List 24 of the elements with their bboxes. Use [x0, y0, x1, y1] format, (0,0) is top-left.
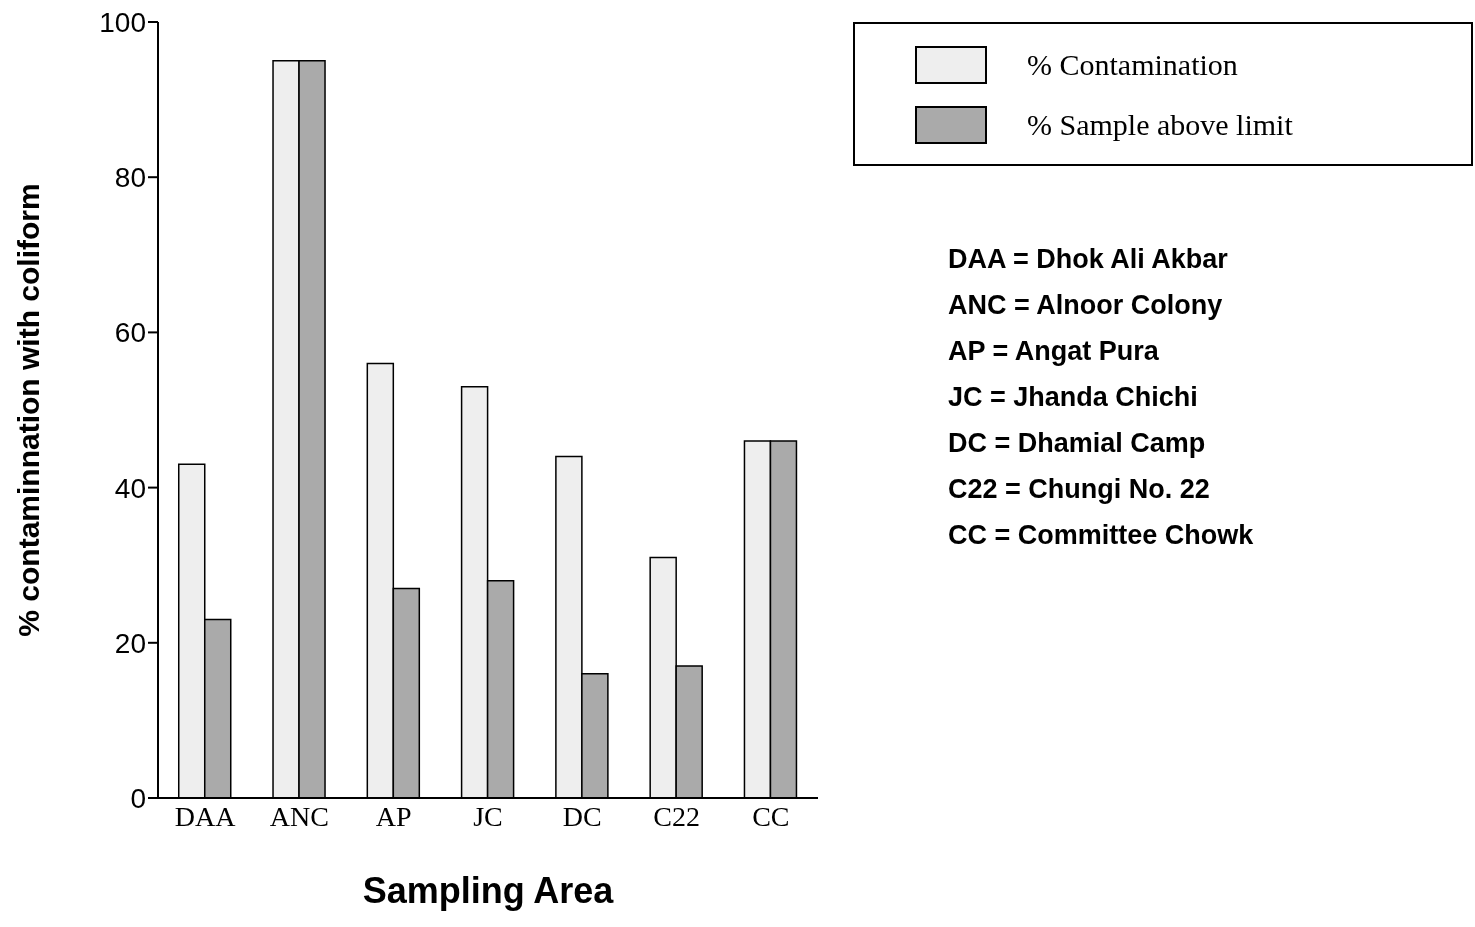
- x-axis-title: Sampling Area: [362, 870, 615, 911]
- x-tick-label: AP: [375, 800, 412, 832]
- y-tick-label: 40: [114, 472, 146, 504]
- y-axis-title: % contaminnation with coliform: [11, 183, 45, 637]
- legend-label: % Sample above limit: [1027, 108, 1293, 142]
- y-tick-label: 0: [130, 782, 146, 814]
- text: ANC = Alnoor Colony: [948, 289, 1224, 322]
- x-tick-label: DC: [562, 800, 602, 832]
- text: JC = Jhanda Chichi: [948, 381, 1199, 414]
- text: CC = Committee Chowk: [948, 519, 1254, 552]
- x-tick-label: DAA: [174, 800, 237, 832]
- text: DAA = Dhok Ali Akbar: [948, 243, 1229, 276]
- y-tick-label: 80: [114, 162, 146, 194]
- legend-label: % Contamination: [1027, 48, 1238, 82]
- text: C22 = Chungi No. 22: [948, 473, 1211, 506]
- x-tick-label: JC: [473, 800, 503, 832]
- x-tick-label: ANC: [269, 800, 329, 832]
- text: DC = Dhamial Camp: [948, 427, 1207, 460]
- y-tick-label: 20: [114, 627, 146, 659]
- text: AP = Angat Pura: [948, 335, 1160, 368]
- y-tick-label: 60: [114, 317, 146, 349]
- y-tick-label: 100: [99, 6, 146, 38]
- x-tick-label: CC: [752, 800, 790, 832]
- x-tick-label: C22: [653, 800, 700, 832]
